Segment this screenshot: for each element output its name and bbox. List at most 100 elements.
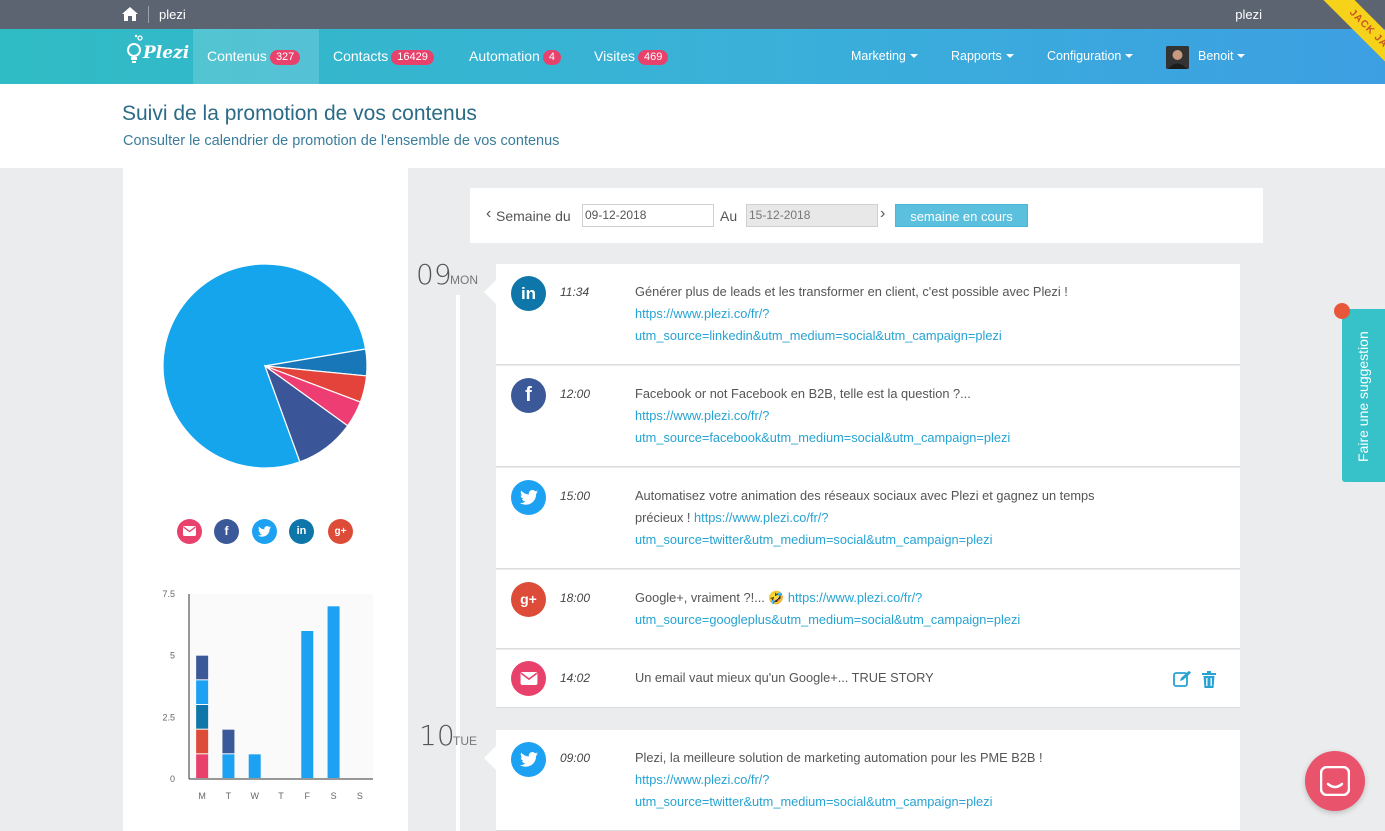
- pie-slice-facebook: [263, 364, 349, 463]
- nav-contacts-label: Contacts: [333, 48, 389, 64]
- top-user-name[interactable]: plezi: [1235, 7, 1262, 22]
- x-tick-label: T: [226, 791, 232, 801]
- avatar[interactable]: [1166, 46, 1189, 69]
- post-card[interactable]: g+ 18:00 Google+, vraiment ?!... 🤣 https…: [496, 570, 1240, 649]
- x-tick-label: M: [198, 791, 206, 801]
- post-message: Google+, vraiment ?!... 🤣: [635, 590, 785, 605]
- bar-twitter: [301, 631, 314, 778]
- main-navbar: Plezi Contenus 327 Contacts 16429 Automati…: [0, 29, 1385, 84]
- menu-rapports[interactable]: Rapports: [951, 29, 1014, 84]
- twitter-icon[interactable]: [252, 519, 277, 544]
- y-tick-label: 5: [170, 651, 175, 661]
- timeline-line: [456, 295, 460, 831]
- nav-automation-badge: 4: [542, 50, 561, 65]
- menu-marketing-label: Marketing: [851, 49, 906, 63]
- post-card[interactable]: f 12:00 Facebook or not Facebook en B2B,…: [496, 366, 1240, 467]
- notification-dot: [1334, 303, 1350, 319]
- suggestion-tab[interactable]: Faire une suggestion: [1342, 309, 1385, 482]
- bar-chart: 0 2.5 5 7.5 M T W T F S S: [162, 589, 373, 801]
- nav-contacts[interactable]: Contacts 16429: [333, 29, 434, 84]
- nav-visites[interactable]: Visites 469: [594, 29, 669, 84]
- bar-twitter: [196, 680, 209, 704]
- top-bar: plezi plezi: [0, 0, 1385, 29]
- nav-contenus[interactable]: Contenus 327: [193, 29, 319, 84]
- facebook-icon[interactable]: f: [214, 519, 239, 544]
- menu-marketing[interactable]: Marketing: [851, 29, 918, 84]
- y-tick-label: 0: [170, 774, 175, 784]
- nav-automation[interactable]: Automation 4: [469, 29, 561, 84]
- card-pointer: [484, 746, 496, 770]
- post-link[interactable]: https://www.plezi.co/fr/?: [694, 510, 829, 525]
- next-week-chevron-icon[interactable]: ›: [880, 205, 886, 222]
- post-time: 11:34: [560, 285, 590, 299]
- pie-slice-twitter: [162, 263, 367, 468]
- post-link[interactable]: https://www.plezi.co/fr/?: [635, 772, 770, 787]
- post-link[interactable]: https://www.plezi.co/fr/?: [787, 590, 923, 605]
- week-selector: ‹ Semaine du 09-12-2018 Au 15-12-2018 › …: [470, 188, 1263, 243]
- bar-twitter: [248, 754, 261, 778]
- linkedin-icon[interactable]: in: [289, 519, 314, 544]
- ribbon-label: JACK JACK: [1313, 0, 1385, 92]
- post-time: 12:00: [560, 387, 591, 401]
- prev-week-chevron-icon[interactable]: ‹: [486, 205, 492, 222]
- plezi-logo[interactable]: [125, 32, 185, 68]
- email-icon[interactable]: [177, 519, 202, 544]
- menu-user-label: Benoit: [1198, 49, 1234, 63]
- chat-button[interactable]: [1305, 751, 1365, 811]
- post-text: Facebook or not Facebook en B2B, telle e…: [635, 383, 1105, 449]
- googleplus-icon: g+: [511, 582, 546, 617]
- post-card[interactable]: 09:00 Plezi, la meilleure solution de ma…: [484, 730, 1240, 831]
- bar-linkedin: [196, 705, 209, 729]
- menu-configuration[interactable]: Configuration: [1047, 29, 1134, 84]
- week-from-label: Semaine du: [496, 208, 571, 224]
- post-link-params[interactable]: utm_source=twitter&utm_medium=social&utm…: [635, 794, 993, 809]
- post-link[interactable]: https://www.plezi.co/fr/?: [635, 408, 770, 423]
- menu-user[interactable]: Benoit: [1198, 29, 1246, 84]
- trash-icon[interactable]: [1202, 671, 1216, 692]
- home-icon[interactable]: [122, 7, 138, 24]
- googleplus-icon[interactable]: g+: [328, 519, 353, 544]
- pie-chart: [162, 263, 368, 468]
- x-tick-label: F: [305, 791, 311, 801]
- post-text: Générer plus de leads et les transformer…: [635, 281, 1105, 347]
- bar-facebook: [196, 655, 209, 680]
- post-time: 09:00: [560, 751, 591, 765]
- caret-down-icon: [1125, 54, 1134, 58]
- day-name: MON: [450, 273, 478, 287]
- day-name: TUE: [453, 734, 477, 748]
- post-link-params[interactable]: utm_source=linkedin&utm_medium=social&ut…: [635, 328, 1002, 343]
- day-number: 10: [419, 719, 455, 752]
- org-name[interactable]: plezi: [159, 7, 186, 22]
- post-link-params[interactable]: utm_source=twitter&utm_medium=social&utm…: [635, 532, 993, 547]
- menu-rapports-label: Rapports: [951, 49, 1002, 63]
- post-card[interactable]: 14:02 Un email vaut mieux qu'un Google+.…: [496, 650, 1240, 708]
- post-message: Plezi, la meilleure solution de marketin…: [635, 750, 1043, 765]
- twitter-icon: [511, 480, 546, 515]
- nav-visites-badge: 469: [637, 50, 669, 65]
- post-link-params[interactable]: utm_source=googleplus&utm_medium=social&…: [635, 612, 1021, 627]
- page-title: Suivi de la promotion de vos contenus: [122, 102, 477, 125]
- post-text: Automatisez votre animation des réseaux …: [635, 485, 1105, 551]
- bar-googleplus: [196, 729, 209, 754]
- post-card[interactable]: 15:00 Automatisez votre animation des ré…: [496, 468, 1240, 569]
- nav-contenus-label: Contenus: [207, 48, 267, 64]
- current-week-button[interactable]: semaine en cours: [895, 204, 1028, 227]
- post-time: 15:00: [560, 489, 591, 503]
- post-link[interactable]: https://www.plezi.co/fr/?: [635, 306, 770, 321]
- week-from-input[interactable]: 09-12-2018: [582, 204, 714, 227]
- nav-visites-label: Visites: [594, 48, 635, 64]
- chat-icon: [1320, 766, 1350, 796]
- nav-automation-label: Automation: [469, 48, 540, 64]
- x-tick-label: S: [357, 791, 363, 801]
- logo-wordmark[interactable]: Plezi: [143, 43, 190, 63]
- y-tick-label: 7.5: [162, 589, 175, 599]
- divider: [148, 6, 149, 23]
- post-actions: [1172, 670, 1216, 693]
- facebook-icon: f: [511, 378, 546, 413]
- nav-contacts-badge: 16429: [391, 50, 434, 65]
- post-message: Un email vaut mieux qu'un Google+... TRU…: [635, 670, 934, 685]
- post-link-params[interactable]: utm_source=facebook&utm_medium=social&ut…: [635, 430, 1011, 445]
- plot-area: [189, 594, 373, 779]
- edit-icon[interactable]: [1172, 670, 1196, 692]
- post-card[interactable]: in 11:34 Générer plus de leads et les tr…: [484, 264, 1240, 365]
